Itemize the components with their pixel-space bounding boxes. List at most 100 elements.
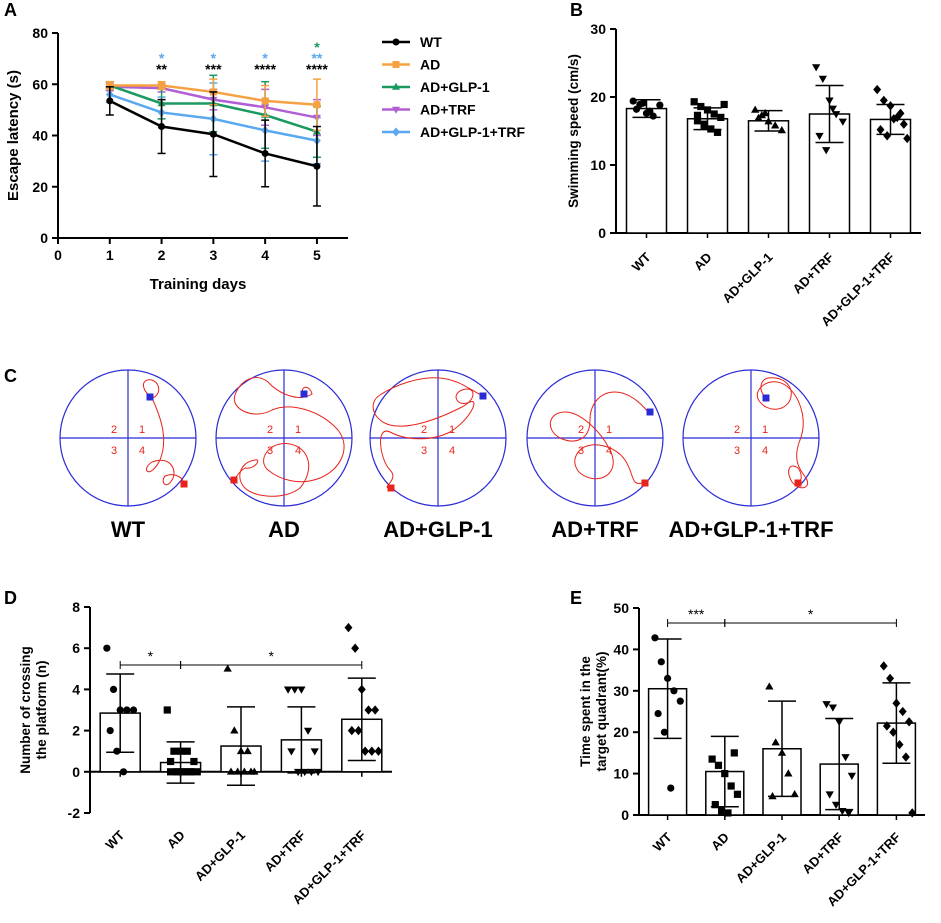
x-tick-label: 1 [106,247,114,263]
data-point [287,748,296,756]
data-point [889,727,898,737]
bar-group-ad-glp-1-trf [869,84,912,234]
quadrant-label: 1 [606,424,612,436]
data-point [116,706,124,714]
data-point [777,748,787,756]
data-point [812,64,821,72]
data-point [815,132,824,141]
data-point [180,768,188,776]
y-tick-label: 20 [32,179,48,195]
panel-label-a: A [4,0,17,20]
data-point [886,673,895,684]
data-point [828,704,838,712]
panel-b-bar-chart: 0 10 20 30 Swimming speed (cm/s) WT AD AD+GLP-1… [566,21,921,329]
data-point [106,82,114,90]
maze-ad: 1 2 3 4 [215,369,353,507]
significance-stars: * [148,648,154,664]
data-point [230,726,239,734]
bar-group-ad-glp-1 [747,105,790,234]
data-point [364,705,373,715]
data-point [209,130,217,138]
data-point [898,706,907,717]
data-point [656,101,664,109]
data-point [754,113,763,121]
y-tick-label: 4 [72,681,80,697]
quadrant-label: 4 [449,445,455,457]
bar-group-ad [705,735,745,817]
bar-group-wt [99,644,141,776]
data-point [103,644,111,652]
data-point [646,107,654,115]
x-tick-label: WT [102,827,127,852]
data-point [106,727,114,735]
data-point [899,119,908,129]
data-point [158,123,166,131]
panel-label-d: D [4,588,17,608]
data-point [113,747,121,755]
data-point [119,768,128,776]
panel-a-line-chart: 0 20 40 60 80 0 1 2 3 4 5 Training days Escape laten… [5,25,525,293]
x-tick-label: 0 [54,247,62,263]
significance-bracket: * [119,648,182,669]
data-point [106,97,114,105]
maze-label: WT [111,517,146,542]
bar-group-ad-glp-1-trf [341,622,383,773]
bar-group-ad-trf [819,701,859,818]
data-point [825,97,834,105]
x-tick-label: AD+GLP-1 [719,250,775,306]
quadrant-label: 2 [578,424,584,436]
significance-stars: **** [306,61,328,77]
data-point [226,767,236,775]
maze-ad-glp-1-trf: 1 2 3 4 [682,369,820,507]
y-tick-label: 10 [613,766,629,782]
quadrant-label: 3 [111,445,117,457]
start-marker [180,480,188,488]
data-point [300,768,309,777]
data-point [713,128,722,136]
y-axis-label: Time spent in the [578,656,593,767]
data-point [700,122,708,130]
data-point [903,133,912,144]
data-point [177,747,185,755]
legend: WT AD AD+GLP-1 AD+TRF AD+GLP-1+TRF [382,34,525,140]
data-point [822,701,831,709]
quadrant-label: 2 [111,424,117,436]
x-tick-label: AD+TRF [261,827,308,874]
y-tick-label: 2 [72,723,80,739]
x-tick-label: AD [164,828,188,852]
significance-stars: **** [254,61,276,77]
y-axis-label: target quadrant(%) [594,651,609,771]
data-point [838,118,847,126]
significance-stars: * [808,606,814,622]
significance-stars: ** [311,50,322,66]
data-point [721,770,729,778]
y-tick-label: 60 [32,76,48,92]
data-point [889,114,898,124]
data-point [313,768,323,777]
quadrant-label: 3 [267,445,273,457]
start-marker [230,476,238,484]
data-point [236,746,246,755]
y-tick-label: 80 [32,25,48,41]
y-tick-label: 20 [590,89,606,105]
data-point [167,768,175,776]
data-point [895,739,904,750]
significance-stars: * [262,50,268,66]
data-point [832,111,841,119]
bar-group-ad-glp-1 [762,682,802,816]
y-tick-label: 0 [598,225,606,241]
data-point [261,149,269,157]
significance-stars: *** [688,606,705,622]
data-point [344,622,353,633]
data-point [908,808,917,818]
quadrant-label: 1 [295,424,301,436]
significance-stars: * [159,50,165,66]
quadrant-label: 1 [762,424,768,436]
data-point [303,727,313,735]
data-point [374,746,383,756]
data-point [693,111,702,119]
legend-entry: WT [420,34,442,50]
data-point [882,721,891,731]
data-point [667,784,675,792]
data-point [893,112,902,123]
